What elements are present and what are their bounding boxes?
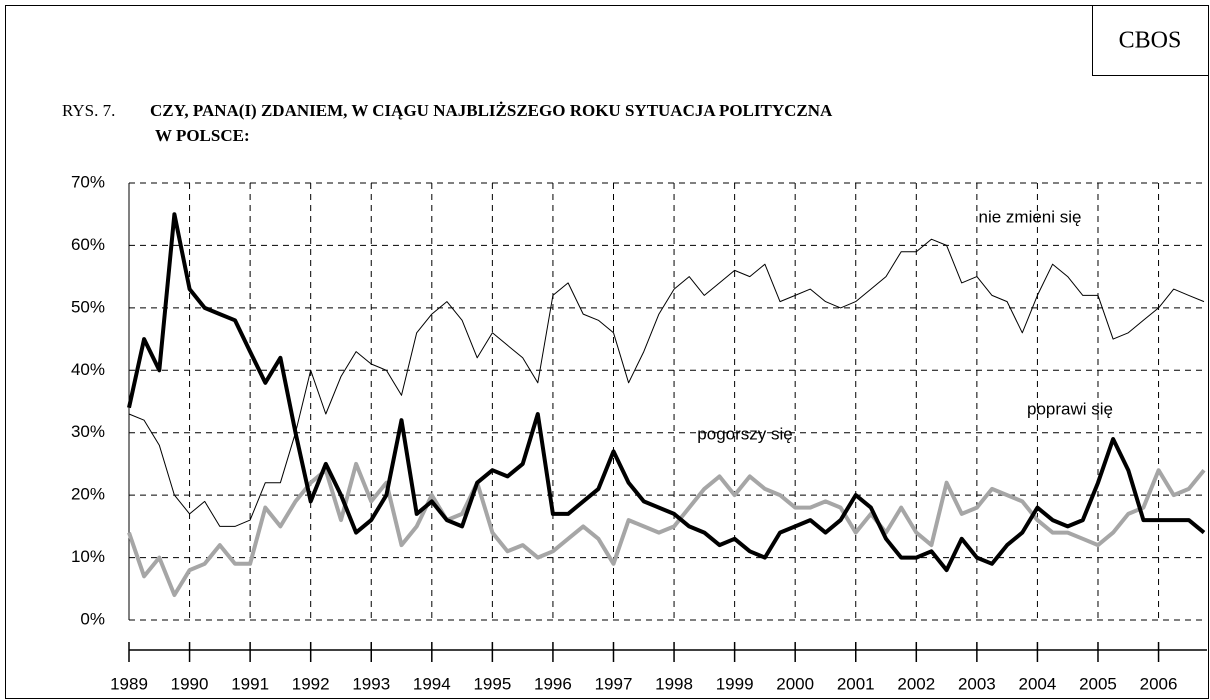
x-tick-label: 1999 bbox=[716, 674, 754, 693]
y-tick-label: 20% bbox=[71, 485, 105, 504]
series-label: poprawi się bbox=[1027, 399, 1113, 418]
x-tick-label: 2002 bbox=[897, 674, 935, 693]
figure-label: RYS. 7. bbox=[62, 101, 115, 120]
x-tick-label: 1991 bbox=[231, 674, 269, 693]
x-tick-label: 1990 bbox=[171, 674, 209, 693]
frame bbox=[5, 5, 1209, 699]
y-tick-label: 60% bbox=[71, 235, 105, 254]
x-tick-label: 2000 bbox=[776, 674, 814, 693]
x-tick-label: 1992 bbox=[292, 674, 330, 693]
x-tick-label: 1995 bbox=[473, 674, 511, 693]
y-tick-label: 50% bbox=[71, 297, 105, 316]
series-line bbox=[127, 461, 1206, 597]
x-tick-label: 1994 bbox=[413, 674, 451, 693]
y-tick-label: 30% bbox=[71, 422, 105, 441]
x-tick-label: 1993 bbox=[352, 674, 390, 693]
x-tick-label: 2003 bbox=[958, 674, 996, 693]
x-tick-label: 2005 bbox=[1079, 674, 1117, 693]
x-tick-label: 1989 bbox=[110, 674, 148, 693]
y-tick-label: 40% bbox=[71, 360, 105, 379]
series-line bbox=[127, 212, 1206, 573]
y-tick-label: 0% bbox=[80, 609, 105, 628]
series-label: nie zmieni się bbox=[979, 207, 1082, 226]
series-label: pogorszy się bbox=[697, 424, 792, 443]
chart-title: CZY, PANA(I) ZDANIEM, W CIĄGU NAJBLIŻSZE… bbox=[150, 101, 833, 120]
series-line bbox=[128, 238, 1205, 527]
x-tick-label: 2004 bbox=[1019, 674, 1057, 693]
x-tick-label: 1997 bbox=[595, 674, 633, 693]
y-tick-label: 70% bbox=[71, 172, 105, 191]
x-tick-label: 2001 bbox=[837, 674, 875, 693]
x-tick-label: 1996 bbox=[534, 674, 572, 693]
x-tick-label: 2006 bbox=[1140, 674, 1178, 693]
y-tick-label: 10% bbox=[71, 547, 105, 566]
x-tick-label: 1998 bbox=[655, 674, 693, 693]
source-box bbox=[1092, 5, 1209, 76]
chart-title: W POLSCE: bbox=[155, 126, 250, 145]
source: CBOS bbox=[1119, 28, 1182, 54]
